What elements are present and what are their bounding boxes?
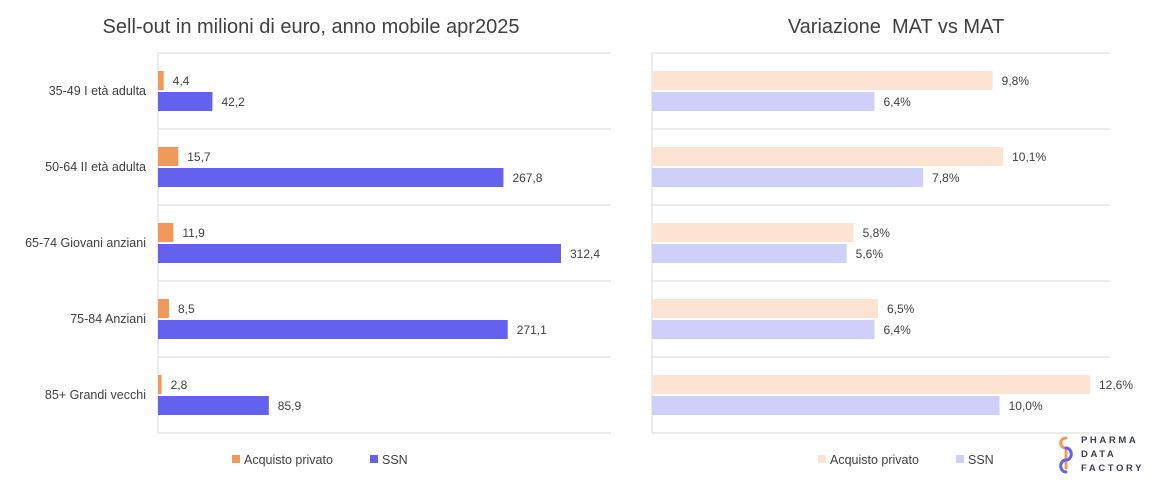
bar-acquisto-privato <box>158 223 174 242</box>
bar-ssn <box>158 168 504 187</box>
data-label: 9,8% <box>1002 74 1030 88</box>
bar-acquisto-privato <box>652 299 878 318</box>
chart-left-title: Sell-out in milioni di euro, anno mobile… <box>103 16 520 38</box>
bar-acquisto-privato <box>158 147 179 166</box>
legend-swatch <box>818 455 826 463</box>
data-label: 4,4 <box>173 74 190 88</box>
category-label: 50-64 II età adulta <box>45 160 146 174</box>
legend-swatch <box>370 455 378 463</box>
data-label: 12,6% <box>1099 378 1133 392</box>
data-label: 85,9 <box>278 399 302 413</box>
data-label: 10,1% <box>1012 150 1046 164</box>
category-label: 65-74 Giovani anziani <box>25 236 146 250</box>
data-label: 312,4 <box>570 247 600 261</box>
bar-acquisto-privato <box>652 223 854 242</box>
data-label: 8,5 <box>178 302 195 316</box>
category-label: 35-49 I età adulta <box>49 84 146 98</box>
logo-text: PHARMA DATA FACTORY <box>1081 434 1144 476</box>
data-label: 10,0% <box>1009 399 1043 413</box>
bar-ssn <box>158 320 508 339</box>
data-label: 2,8 <box>171 378 188 392</box>
logo-line-2: DATA <box>1081 449 1117 460</box>
legend-label: SSN <box>968 453 994 467</box>
pharma-data-factory-logo: PHARMA DATA FACTORY <box>1055 434 1151 478</box>
data-label: 5,8% <box>863 226 891 240</box>
bar-acquisto-privato <box>652 375 1090 394</box>
bar-ssn <box>652 244 847 263</box>
logo-mark-icon <box>1059 436 1073 474</box>
data-label: 11,9 <box>182 226 205 240</box>
bar-acquisto-privato <box>158 299 169 318</box>
legend-label: SSN <box>382 453 408 467</box>
bar-ssn <box>158 396 269 415</box>
bar-ssn <box>158 92 213 111</box>
bar-ssn <box>158 244 561 263</box>
data-label: 267,8 <box>512 171 542 185</box>
logo-line-3: FACTORY <box>1081 463 1145 474</box>
data-label: 5,6% <box>856 247 884 261</box>
bar-ssn <box>652 320 875 339</box>
bar-acquisto-privato <box>158 71 164 90</box>
bar-acquisto-privato <box>158 375 162 394</box>
bar-ssn <box>652 92 875 111</box>
data-label: 42,2 <box>221 95 245 109</box>
legend-swatch <box>232 455 240 463</box>
chart-right-title: Variazione MAT vs MAT <box>788 16 1004 38</box>
legend-label: Acquisto privato <box>830 453 919 467</box>
data-label: 6,4% <box>883 323 911 337</box>
legend-label: Acquisto privato <box>244 453 333 467</box>
bar-acquisto-privato <box>652 71 993 90</box>
legend-swatch <box>956 455 964 463</box>
data-label: 15,7 <box>187 150 211 164</box>
bar-ssn <box>652 396 1000 415</box>
bar-ssn <box>652 168 924 187</box>
data-label: 271,1 <box>517 323 547 337</box>
data-label: 7,8% <box>932 171 960 185</box>
category-label: 75-84 Anziani <box>70 312 146 326</box>
category-label: 85+ Grandi vecchi <box>45 388 146 402</box>
data-label: 6,4% <box>883 95 911 109</box>
data-label: 6,5% <box>887 302 915 316</box>
bar-acquisto-privato <box>652 147 1004 166</box>
logo-line-1: PHARMA <box>1081 435 1139 446</box>
